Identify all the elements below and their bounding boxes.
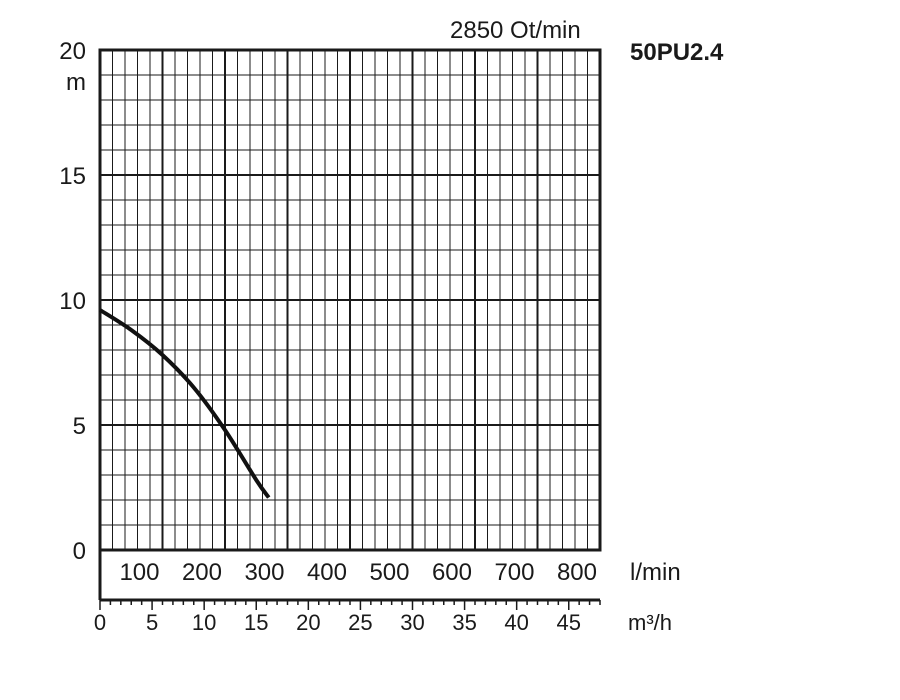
y-tick-label: 10: [59, 288, 86, 315]
y-tick-label: 5: [73, 413, 86, 440]
x2-tick-label: 25: [348, 610, 372, 635]
x2-tick-label: 10: [192, 610, 216, 635]
y-tick-label: 0: [73, 538, 86, 565]
x2-tick-label: 40: [504, 610, 528, 635]
y-axis-label: m: [66, 69, 86, 96]
x2-axis-label: m³/h: [628, 610, 672, 635]
x-axis-ticks-m3h: 0 5 10 15 20 25 30 35 40 45: [94, 610, 581, 635]
x-tick-label: 500: [369, 559, 409, 586]
x2-tick-label: 30: [400, 610, 424, 635]
x2-tick-label: 35: [452, 610, 476, 635]
y-tick-label: 20: [59, 38, 86, 65]
x-tick-label: 200: [182, 559, 222, 586]
x-tick-label: 700: [494, 559, 534, 586]
x-tick-label: 800: [557, 559, 597, 586]
x2-tick-label: 15: [244, 610, 268, 635]
curves: [98, 308, 271, 499]
x-tick-label: 600: [432, 559, 472, 586]
x2-tick-label: 5: [146, 610, 158, 635]
speed-label: 2850 Ot/min: [450, 17, 581, 44]
x2-tick-label: 20: [296, 610, 320, 635]
x-tick-label: 300: [244, 559, 284, 586]
axis-lines: [98, 550, 601, 610]
major-grid: [100, 50, 600, 550]
x-axis-ticks-lmin: 100 200 300 400 500 600 700 800: [119, 559, 597, 586]
x2-tick-label: 0: [94, 610, 106, 635]
plot-frame: [98, 48, 602, 552]
x2-tick-label: 45: [557, 610, 581, 635]
x-tick-label: 400: [307, 559, 347, 586]
y-tick-label: 15: [59, 163, 86, 190]
chart-title: 50PU2.4: [630, 39, 724, 66]
pump-head-curve: [98, 308, 271, 499]
y-axis-ticks: 0 5 10 15 20: [59, 38, 86, 565]
x-axis-label: l/min: [630, 559, 681, 586]
x-tick-label: 100: [119, 559, 159, 586]
